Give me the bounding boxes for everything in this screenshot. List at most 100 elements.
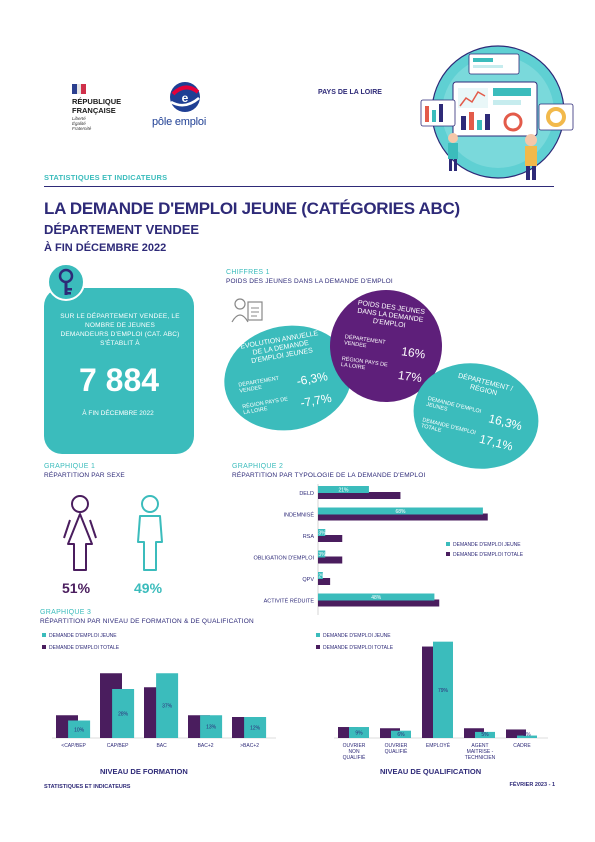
typologie-bar-jeune [318,507,483,515]
chart-qualification-legend-label: DEMANDE D'EMPLOI JEUNE [323,633,391,639]
pole-emploi-logo: e pôle emploi [150,80,220,132]
pole-emploi-brand: pôle emploi [152,116,207,128]
chart-qualification-bar-totale [464,728,484,738]
header-rule [44,186,554,187]
formation-xlabel: NIVEAU DE FORMATION [100,767,188,776]
typologie-bar-totale [318,599,440,607]
chart-qualification-category-label: OUVRIER NON QUALIFIÉ [343,743,366,761]
chart-qualification-data-label: 9% [355,731,363,737]
typologie-category-label: ACTIVITÉ RÉDUITE [264,598,315,605]
chart-formation-category-label: <CAP/BEP [61,743,86,749]
male-pct: 49% [134,580,163,596]
chart-formation-data-label: 12% [250,726,261,732]
typologie-category-label: DELD [299,491,314,497]
chart-formation-bar-jeune [68,720,91,738]
typologie-bar-jeune [318,593,435,601]
svg-text:e: e [182,91,189,105]
graph3-title: RÉPARTITION PAR NIVEAU DE FORMATION & DE… [40,618,254,625]
people-survey-icon [231,298,263,323]
typologie-bar-jeune [318,486,369,493]
chart-qualification-bar-jeune [517,735,537,738]
typologie-legend-label: DEMANDE D'EMPLOI TOTALE [453,552,524,558]
typologie-data-label: 48% [371,595,382,601]
chart-qualification-data-label: 79% [438,688,449,694]
chart-formation-bar-jeune [156,673,179,738]
region-bubble-title: DÉPARTEMENT / RÉGION [457,372,514,398]
poids-row2-value: 17% [397,368,423,386]
typologie-bar-totale [318,535,343,542]
graph2-label: GRAPHIQUE 2 [232,463,284,470]
graph1-title: RÉPARTITION PAR SEXE [44,472,125,479]
republique-line1: RÉPUBLIQUE [72,97,122,106]
chart-formation-data-label: 28% [118,712,129,718]
page-title: LA DEMANDE D'EMPLOI JEUNE (CATÉGORIES AB… [44,199,460,218]
chart-qualification-data-label: 6% [397,732,405,738]
chart-qualification-category-label: CADRE [513,743,531,749]
female-pct: 51% [62,580,91,596]
chart-qualification-bar-totale [506,729,526,738]
chart-formation-legend-swatch [42,645,46,649]
chart-formation-category-label: BAC [156,743,167,749]
region-row1-label: DEMANDE D'EMPLOI JEUNES [425,395,482,415]
poids-bubble-title: POIDS DES JEUNES DANS LA DEMANDE D'EMPLO… [356,299,426,330]
chart-formation-category-label: CAP/BEP [107,743,129,749]
chart-qualification-bar-jeune [391,730,411,738]
typologie-bar-totale [318,492,401,499]
chart-qualification-legend-swatch [316,633,320,637]
male-figure-icon [137,495,163,571]
republique-logo: RÉPUBLIQUE FRANÇAISE Liberté Égalité Fra… [72,84,132,134]
chart-qualification-data-label: 2% [523,732,531,738]
republique-line2: FRANÇAISE [72,106,116,115]
chart-qualification-category-label: OUVRIER QUALIFIÉ [385,743,408,755]
key-figure-value: 7 884 [78,362,160,398]
marianne-flag-icon [72,84,86,94]
evolution-row2-value: -7,7% [299,390,333,411]
motto-line2: Égalité [72,121,86,126]
typologie-data-label: 68% [395,509,406,515]
chart-qualification-category-label: AGENT MAITRISE -TECHNICIEN [465,743,496,761]
typologie-data-label: 3% [318,531,326,537]
chart-formation-legend-label: DEMANDE D'EMPLOI TOTALE [49,645,120,651]
chart-formation-data-label: 13% [206,725,217,731]
typologie-legend-swatch [446,542,450,546]
region-label: PAYS DE LA LOIRE [318,89,382,96]
page-date: À FIN DÉCEMBRE 2022 [44,242,167,254]
chart-qualification-bar-jeune [475,731,495,738]
pole-emploi-swirl-icon: e [170,82,200,112]
chiffres-title: POIDS DES JEUNES DANS LA DEMANDE D'EMPLO… [226,278,393,285]
typologie-bar-totale [318,556,343,564]
chart-qualification-bar-totale [380,728,400,738]
typologie-category-label: INDEMNISÉ [283,512,314,519]
typologie-legend-label: DEMANDE D'EMPLOI JEUNE [453,542,521,548]
motto-line1: Liberté [72,116,86,121]
chiffres-label: CHIFFRES 1 [226,269,270,276]
graph1-label: GRAPHIQUE 1 [44,463,96,470]
chart-formation-legend-swatch [42,633,46,637]
chart-formation-bar-jeune [200,715,223,738]
chart-qualification-legend-label: DEMANDE D'EMPLOI TOTALE [323,645,394,651]
chart-qualification-bar-jeune [349,727,369,738]
footer-right: FÉVRIER 2023 - 1 [509,782,555,788]
typologie-bar-jeune [318,529,326,536]
chart-formation-legend-label: DEMANDE D'EMPLOI JEUNE [49,633,117,639]
typologie-data-label: 21% [338,488,349,494]
typologie-legend-swatch [446,552,450,556]
typologie-category-label: QPV [302,577,314,583]
typologie-data-label: 2% [318,574,326,580]
formation-chart: DEMANDE D'EMPLOI JEUNE DEMANDE D'EMPLOI T… [42,633,276,749]
chart-formation-bar-jeune [244,717,267,738]
chart-formation-data-label: 37% [162,704,173,710]
chart-qualification-bar-jeune [433,641,453,738]
typologie-category-label: RSA [303,534,315,540]
poids-row1-value: 16% [400,344,427,362]
qualification-chart: DEMANDE D'EMPLOI JEUNE DEMANDE D'EMPLOI T… [316,633,548,761]
typologie-bar-jeune [318,550,326,558]
chart-formation-category-label: >BAC+2 [240,743,259,749]
female-figure-icon [63,495,97,571]
chart-qualification-category-label: EMPLOYÉ [426,742,451,749]
typologie-bar-jeune [318,572,323,579]
region-row1-value: 16,3% [487,411,524,434]
graph2-title: RÉPARTITION PAR TYPOLOGIE DE LA DEMANDE … [232,472,426,479]
region-row2-value: 17,1% [477,431,515,454]
